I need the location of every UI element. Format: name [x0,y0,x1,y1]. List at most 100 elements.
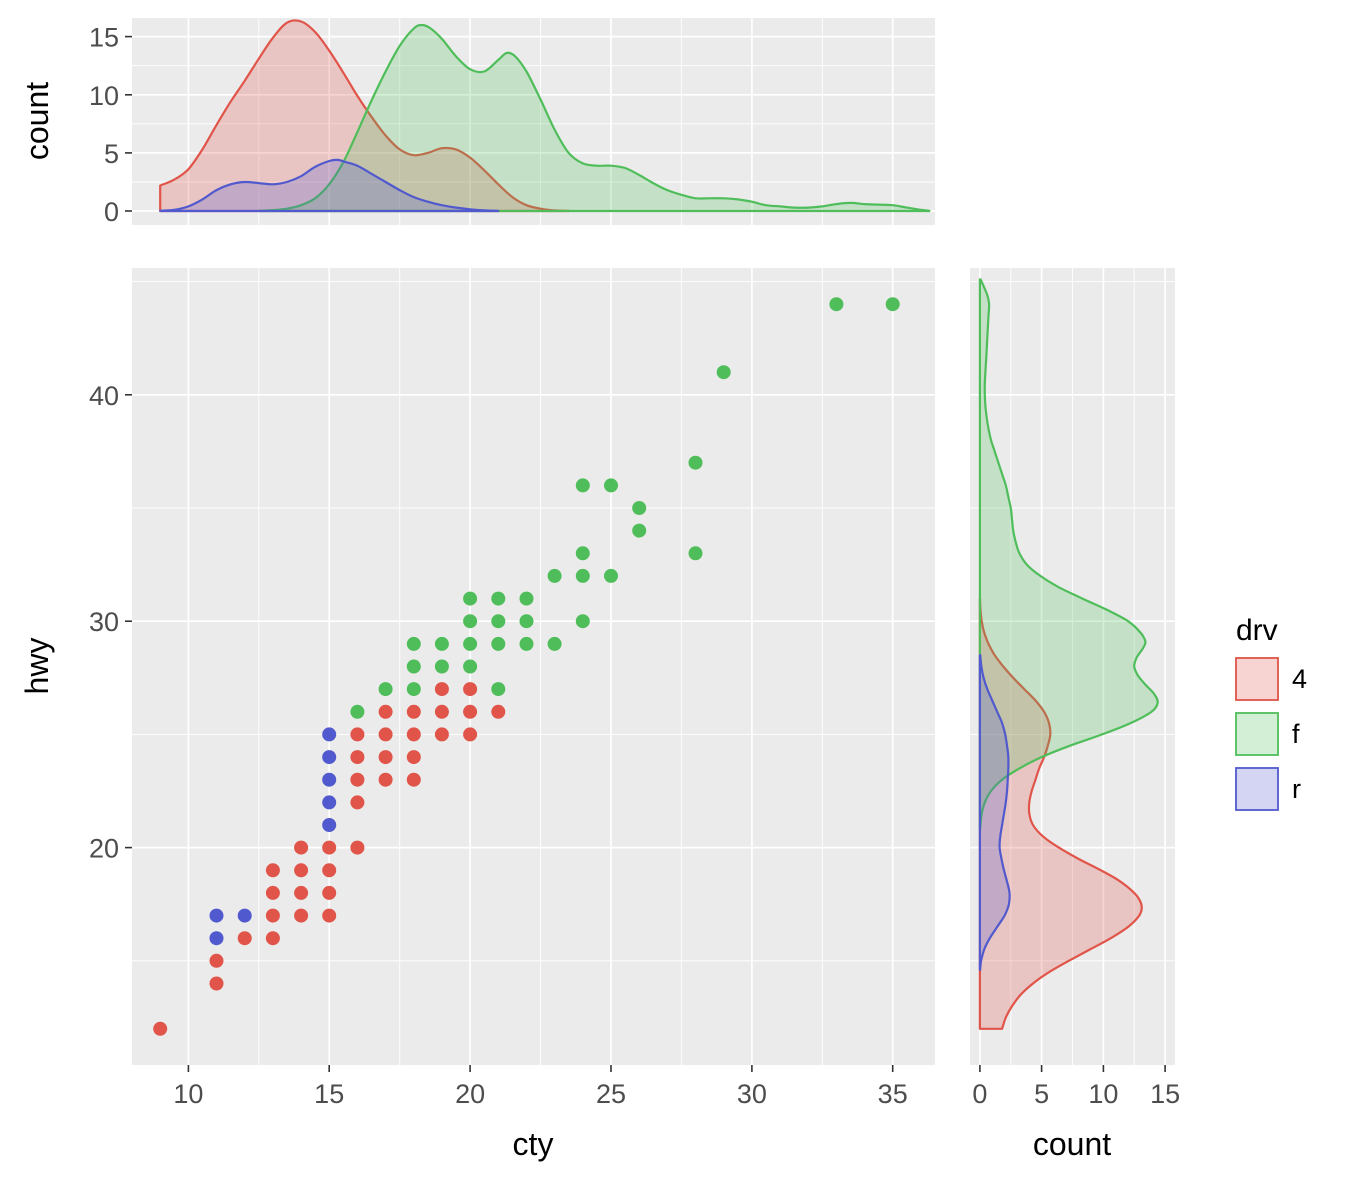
scatter-point-drv-r [209,908,224,923]
scatter-point-drv-r [322,750,337,765]
scatter-point-drv-4 [322,863,337,878]
scatter-point-drv-4 [153,1021,168,1036]
scatter-point-drv-f [434,659,449,674]
legend-swatch-f-icon [1235,712,1279,756]
density-curve-drv-f [978,278,1159,831]
scatter-point-drv-f [406,682,421,697]
y-tick-label: 15 [89,23,119,53]
scatter-point-drv-f [575,546,590,561]
legend-label-r: r [1292,774,1301,804]
x-tick-label: 15 [314,1079,344,1109]
scatter-point-drv-4 [265,885,280,900]
scatter-point-drv-f [491,591,506,606]
scatter-point-drv-4 [434,682,449,697]
panel-background [132,268,935,1065]
scatter-point-drv-f [575,614,590,629]
top-marginal-density-panel: 0 5 10 15 [89,18,935,227]
scatter-point-drv-f [575,478,590,493]
scatter-point-drv-4 [378,704,393,719]
scatter-point-drv-f [547,636,562,651]
y-tick-label: 0 [104,197,119,227]
scatter-point-drv-f [632,523,647,538]
scatter-point-drv-4 [378,727,393,742]
scatter-point-drv-4 [294,840,309,855]
scatter-point-drv-f [547,568,562,583]
scatter-point-drv-4 [406,750,421,765]
scatter-point-drv-r [322,727,337,742]
scatter-point-drv-f [575,568,590,583]
scatter-point-drv-4 [350,795,365,810]
scatter-point-drv-4 [406,772,421,787]
scatter-point-drv-f [632,501,647,515]
scatter-y-axis-title: hwy [19,638,55,695]
x-tick-label: 5 [1034,1079,1049,1109]
scatter-point-drv-4 [378,750,393,765]
y-tick-label: 20 [89,834,119,864]
x-tick-label: 10 [1088,1079,1118,1109]
scatter-point-drv-4 [434,727,449,742]
scatter-point-drv-r [237,908,252,923]
scatter-point-drv-4 [406,704,421,719]
right-x-axis-title: count [1033,1126,1111,1162]
scatter-point-drv-f [491,614,506,629]
scatter-point-drv-4 [406,727,421,742]
scatter-point-drv-4 [322,908,337,923]
scatter-point-drv-f [885,297,900,312]
scatter-point-drv-4 [209,976,224,991]
scatter-point-drv-4 [322,885,337,900]
right-marginal-density-panel: 0 5 10 15 [970,268,1180,1109]
scatter-point-drv-4 [237,931,252,946]
scatter-point-drv-f [519,591,534,606]
scatter-point-drv-4 [491,704,506,719]
y-tick-label: 30 [89,607,119,637]
scatter-point-drv-f [406,636,421,651]
legend-entry-4: 4 [1235,657,1307,701]
scatter-point-drv-r [209,931,224,946]
legend-title: drv [1236,614,1278,647]
scatter-point-drv-f [463,614,478,629]
scatter-point-drv-f [350,704,365,719]
legend-entry-r: r [1235,767,1301,811]
density-curve-drv-r [978,654,1011,971]
x-tick-label: 25 [596,1079,626,1109]
legend-swatch-4-icon [1235,657,1279,701]
scatter-point-drv-f [519,614,534,629]
scatter-point-drv-4 [350,840,365,855]
legend-entry-f: f [1235,712,1300,756]
scatter-point-drv-4 [350,750,365,765]
scatter-point-drv-4 [378,772,393,787]
scatter-point-drv-f [434,636,449,651]
scatter-point-drv-f [604,568,618,583]
scatter-point-drv-f [688,546,703,561]
scatter-point-drv-f [463,659,478,674]
y-tick-label: 10 [89,81,119,111]
scatter-point-drv-f [604,478,618,493]
scatter-point-drv-4 [265,863,280,878]
scatter-point-drv-r [322,772,337,787]
scatter-point-drv-4 [294,863,309,878]
scatter-panel: 10 15 20 25 30 35 20 30 40 [89,268,935,1109]
scatter-point-drv-4 [434,704,449,719]
scatter-point-drv-f [406,659,421,674]
scatter-point-drv-f [463,636,478,651]
legend: drv 4 f r [1235,614,1307,811]
scatter-point-drv-r [322,818,337,832]
panels-layer: 0 5 10 15 10 15 20 25 30 35 20 30 40 0 5 10 15 [89,18,1180,1109]
scatter-x-axis-title: cty [513,1126,554,1162]
y-tick-label: 5 [104,139,119,169]
x-tick-label: 0 [972,1079,987,1109]
x-tick-label: 15 [1150,1079,1180,1109]
scatter-point-drv-4 [322,840,337,855]
scatter-point-drv-4 [209,953,224,968]
x-tick-label: 35 [878,1079,908,1109]
scatter-point-drv-4 [350,772,365,787]
scatter-point-drv-f [378,682,393,697]
panel-background [132,18,935,225]
legend-label-f: f [1292,719,1300,749]
scatter-point-drv-4 [265,908,280,923]
top-y-axis-title: count [19,82,55,160]
scatter-point-drv-f [829,297,844,312]
density-curve-drv-f [257,23,931,213]
